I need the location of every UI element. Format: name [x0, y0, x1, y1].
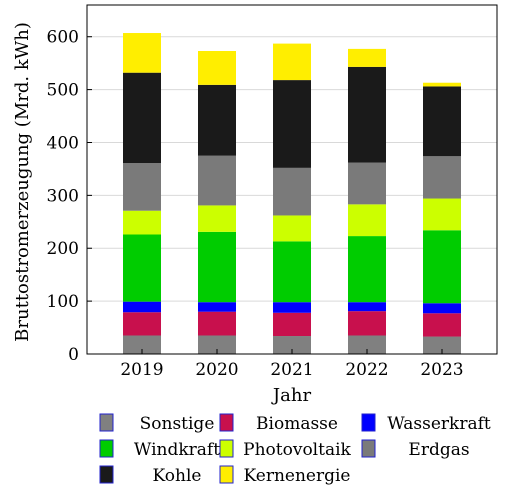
y-tick-label: 200 [47, 239, 79, 259]
x-tick-label: 2022 [345, 360, 388, 380]
bar-segment [348, 204, 386, 237]
legend-label: Windkraft [134, 440, 220, 460]
bar-segment [273, 336, 311, 354]
bar-segment [273, 43, 311, 81]
bar-segment [198, 51, 236, 85]
legend-swatch [361, 413, 376, 432]
y-tick-label: 400 [47, 133, 79, 153]
bar-segment [123, 163, 161, 211]
legend-label: Photovoltaik [243, 440, 351, 460]
y-tick-label: 500 [47, 81, 79, 101]
legend-swatch [99, 465, 114, 484]
y-axis-label: Bruttostromerzeugung (Mrd. kWh) [12, 22, 33, 342]
x-tick-label: 2023 [420, 360, 463, 380]
bar-segment [423, 336, 461, 354]
bar-segment [273, 302, 311, 313]
bar-segment [123, 210, 161, 235]
bar-segment [123, 312, 161, 336]
bar-segment [123, 72, 161, 164]
legend-swatch [99, 439, 114, 458]
legend-swatch [361, 439, 376, 458]
bar-segment [423, 156, 461, 199]
bar-segment [123, 33, 161, 73]
bar-segment [198, 155, 236, 206]
y-tick-label: 300 [47, 186, 79, 206]
bar-segment [273, 215, 311, 242]
legend-label: Biomasse [256, 414, 338, 434]
bar-segment [198, 84, 236, 156]
bar-segment [123, 335, 161, 354]
y-tick-label: 600 [47, 28, 79, 48]
bar-segment [348, 162, 386, 205]
bar-segment [273, 312, 311, 337]
x-tick-label: 2021 [270, 360, 313, 380]
y-tick-label: 0 [68, 345, 79, 365]
bar-segment [198, 302, 236, 312]
legend-swatch [219, 465, 234, 484]
bars [123, 33, 461, 354]
legend-label: Sonstige [140, 414, 215, 434]
legend-label: Kohle [153, 466, 202, 486]
bar-segment [123, 301, 161, 313]
bar-segment [198, 335, 236, 354]
bar-segment [348, 302, 386, 312]
x-tick-label: 2019 [120, 360, 163, 380]
legend-swatch [99, 413, 114, 432]
legend: Sonstige Biomasse Wasserkraft Windkraft Phot… [99, 413, 491, 486]
ticks: 0 100 200 300 400 500 600 2019 2020 2021 2022 2023 [47, 28, 464, 380]
bar-segment [348, 311, 386, 336]
x-axis-label: Jahr [271, 385, 312, 406]
bar-segment [198, 205, 236, 232]
bar-segment [423, 303, 461, 314]
bar-segment [198, 231, 236, 303]
y-tick-label: 100 [47, 292, 79, 312]
bar-segment [198, 311, 236, 336]
bar-segment [423, 313, 461, 337]
bar-segment [348, 236, 386, 303]
bar-segment [123, 234, 161, 302]
bar-segment [423, 82, 461, 87]
bar-segment [273, 241, 311, 303]
legend-swatch [219, 439, 234, 458]
legend-label: Kernenergie [244, 466, 351, 486]
bar-segment [423, 86, 461, 157]
bar-segment [348, 66, 386, 163]
x-tick-label: 2020 [195, 360, 238, 380]
legend-label: Wasserkraft [387, 414, 491, 434]
legend-swatch [219, 413, 234, 432]
bar-segment [273, 167, 311, 216]
legend-label: Erdgas [408, 440, 469, 460]
bar-segment [348, 48, 386, 67]
bar-segment [423, 198, 461, 231]
bar-segment [273, 80, 311, 168]
bar-segment [423, 230, 461, 304]
bar-segment [348, 335, 386, 354]
